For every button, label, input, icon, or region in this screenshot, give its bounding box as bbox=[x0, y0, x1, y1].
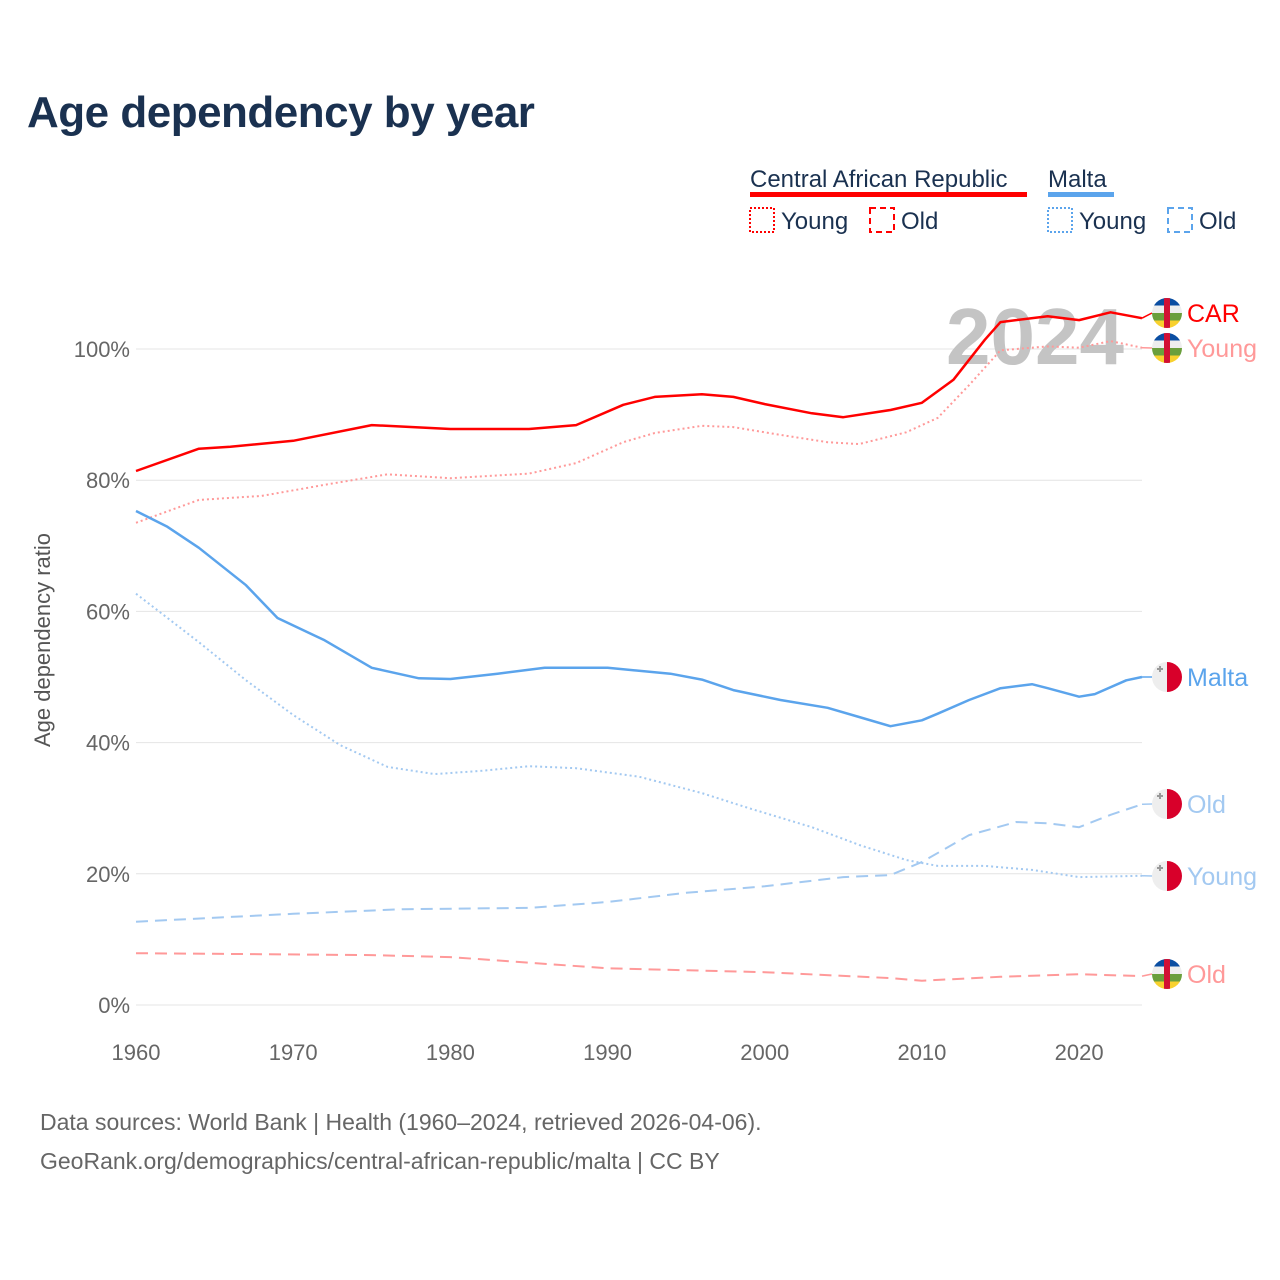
y-tick-label: 20% bbox=[86, 862, 130, 887]
end-connector bbox=[1141, 312, 1153, 319]
x-tick-label: 2000 bbox=[740, 1040, 789, 1065]
x-tick-label: 1980 bbox=[426, 1040, 475, 1065]
legend-young-swatch bbox=[1047, 207, 1073, 233]
series-end-label: Malta bbox=[1187, 664, 1248, 692]
malta-flag-icon bbox=[1152, 861, 1182, 891]
legend-old-label: Old bbox=[1199, 208, 1236, 235]
y-axis-label: Age dependency ratio bbox=[30, 533, 55, 747]
car-flag-icon bbox=[1152, 333, 1182, 363]
footer-link[interactable]: GeoRank.org/demographics/central-african… bbox=[40, 1148, 720, 1174]
footer-source: Data sources: World Bank | Health (1960–… bbox=[40, 1109, 762, 1135]
malta-flag-icon bbox=[1152, 789, 1182, 819]
x-tick-label: 1960 bbox=[112, 1040, 161, 1065]
legend-country-car: Central African Republic bbox=[750, 166, 1007, 193]
y-tick-label: 40% bbox=[86, 731, 130, 756]
x-tick-label: 1990 bbox=[583, 1040, 632, 1065]
legend-young-swatch bbox=[749, 207, 775, 233]
legend-young-label: Young bbox=[781, 208, 848, 235]
series-line-malta bbox=[135, 509, 1143, 728]
chart-title: Age dependency by year bbox=[27, 88, 535, 137]
y-tick-label: 0% bbox=[98, 993, 130, 1018]
legend-old-swatch bbox=[1167, 207, 1193, 233]
y-tick-label: 80% bbox=[86, 468, 130, 493]
x-tick-label: 2010 bbox=[897, 1040, 946, 1065]
car-flag-icon bbox=[1152, 298, 1182, 328]
series-line-malta-young bbox=[135, 592, 1143, 879]
series-end-label: Old bbox=[1187, 961, 1226, 989]
y-tick-label: 60% bbox=[86, 599, 130, 624]
series-line-car bbox=[135, 311, 1143, 473]
chart: 0% 20% 40% 60% 80% 100% 1960 1970 1980 1990 2000 20… bbox=[30, 166, 1257, 1065]
end-connector bbox=[1141, 973, 1153, 977]
malta-flag-icon bbox=[1152, 662, 1182, 692]
series-end-label: Young bbox=[1187, 335, 1257, 363]
series-line-car-young bbox=[135, 340, 1143, 524]
series-line-malta-old bbox=[135, 803, 1143, 923]
legend-line-car bbox=[750, 192, 1027, 197]
series-line-car-old bbox=[135, 952, 1143, 982]
x-tick-label: 2020 bbox=[1055, 1040, 1104, 1065]
legend-line-malta bbox=[1048, 192, 1114, 197]
x-tick-label: 1970 bbox=[269, 1040, 318, 1065]
legend-country-malta: Malta bbox=[1048, 166, 1107, 193]
series-end-label: CAR bbox=[1187, 300, 1240, 328]
year-watermark: 2024 bbox=[946, 292, 1124, 381]
y-tick-label: 100% bbox=[74, 337, 130, 362]
legend-old-swatch bbox=[869, 207, 895, 233]
legend-young-label: Young bbox=[1079, 208, 1146, 235]
legend-old-label: Old bbox=[901, 208, 938, 235]
series-end-label: Young bbox=[1187, 863, 1257, 891]
car-flag-icon bbox=[1152, 959, 1182, 989]
series-end-label: Old bbox=[1187, 791, 1226, 819]
